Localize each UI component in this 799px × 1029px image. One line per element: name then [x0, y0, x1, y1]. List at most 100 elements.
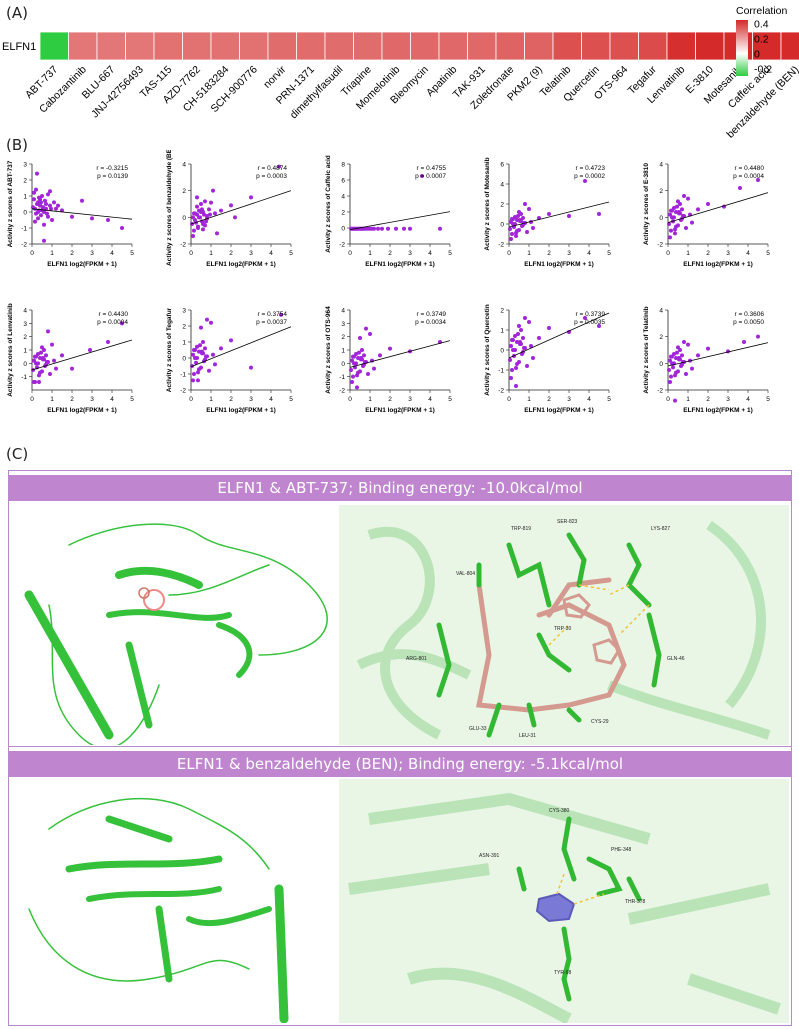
scatter-point: [378, 353, 382, 358]
scatter-point: [54, 206, 58, 211]
scatter-point: [668, 380, 672, 384]
residue-label: SER-823: [557, 519, 578, 525]
scatter-point: [669, 374, 673, 379]
scatter-point: [36, 216, 40, 221]
scatter-point: [90, 216, 94, 221]
scatter-point: [46, 329, 50, 334]
y-tick-label: 2: [500, 308, 504, 315]
scatter-point: [50, 218, 54, 222]
y-tick-label: -2: [180, 242, 186, 249]
scatter-point: [366, 372, 370, 376]
scatter-point: [249, 365, 253, 370]
r-value: r = 0.3754: [258, 311, 288, 318]
x-tick-label: 3: [726, 396, 730, 403]
scatter-point: [511, 222, 515, 226]
scatter-point: [527, 207, 531, 211]
legend-tick: 0.2: [754, 34, 769, 46]
heatmap-row-label: ELFN1: [2, 41, 36, 53]
scatter-point: [511, 348, 515, 352]
scatter-point: [202, 212, 206, 217]
heatmap-cell: [666, 31, 696, 61]
heatmap-cell: [239, 31, 269, 61]
x-axis-label: ELFN1 log2(FPKM + 1): [47, 261, 117, 268]
scatter-point: [192, 372, 196, 376]
scatter-point: [675, 204, 679, 209]
scatter-point: [680, 353, 684, 358]
scatter-point: [547, 326, 551, 330]
ligand-site-1: [138, 587, 165, 611]
x-tick-label: 3: [567, 396, 571, 403]
scatter-point: [198, 343, 202, 348]
scatter-point: [673, 231, 677, 236]
scatter-point: [41, 205, 45, 210]
y-tick-label: 6: [341, 178, 345, 185]
p-value: p = 0.0034: [415, 319, 446, 326]
y-tick-label: -2: [180, 388, 186, 395]
scatter-point: [508, 358, 512, 362]
scatter-point: [756, 178, 760, 182]
scatter-point: [681, 214, 685, 218]
scatter-point: [509, 344, 513, 348]
y-axis-label: Activity z scores of Quercetin: [484, 304, 491, 395]
x-tick-label: 4: [428, 250, 432, 257]
p-value: p = 0.0007: [415, 173, 446, 180]
scatter-point: [70, 366, 74, 371]
scatter-point: [516, 332, 520, 336]
r-value: r = 0.3739: [576, 311, 606, 318]
scatter-point: [518, 218, 522, 222]
y-tick-label: 2: [659, 334, 663, 341]
y-tick-label: -2: [339, 388, 345, 395]
p-value: p = 0.0003: [256, 173, 287, 180]
scatter-point: [368, 332, 372, 336]
x-tick-label: 1: [50, 396, 54, 403]
scatter-point: [120, 226, 124, 230]
scatter-point: [354, 352, 358, 356]
scatter-point: [351, 374, 355, 379]
x-tick-label: 5: [289, 250, 293, 257]
x-tick-label: 2: [388, 250, 392, 257]
scatter-point: [33, 219, 37, 224]
scatter-point: [50, 342, 54, 347]
scatter-point: [45, 211, 49, 216]
y-tick-label: 0: [341, 361, 345, 368]
x-tick-label: 0: [348, 396, 352, 403]
y-tick-label: -1: [180, 372, 186, 379]
scatter-point: [196, 224, 200, 229]
scatter-point: [438, 226, 442, 231]
y-axis-label: Activity z scores of Caffeic acid: [325, 155, 332, 253]
scatter-point: [676, 345, 680, 350]
heatmap-cell: [324, 31, 354, 61]
scatter-point: [675, 350, 679, 355]
scatter-point: [249, 195, 253, 200]
scatter-point: [408, 226, 412, 231]
x-tick-label: 1: [527, 396, 531, 403]
x-tick-label: 4: [110, 250, 114, 257]
y-tick-label: 0: [659, 215, 663, 222]
p-value: p = 0.0004: [733, 173, 764, 180]
scatter-point: [677, 356, 681, 360]
residue-labels-1: TRP-819 SER-823 LYS-827 VAL-804 TRP-30 A…: [406, 519, 685, 739]
scatter-point: [669, 354, 673, 359]
y-tick-label: 1: [23, 194, 27, 201]
heatmap-cell: [96, 31, 126, 61]
x-tick-label: 0: [666, 250, 670, 257]
heatmap-cell: [524, 31, 554, 61]
y-tick-label: 0: [341, 226, 345, 233]
scatter-point: [197, 215, 201, 220]
scatter-point: [696, 353, 700, 358]
scatter-point: [670, 361, 674, 366]
y-tick-label: 3: [182, 308, 186, 315]
y-axis-label: Activity z scores of ABT-737: [7, 160, 14, 247]
scatter-point: [380, 226, 384, 231]
scatter-point: [510, 368, 514, 372]
scatter-point: [523, 202, 527, 206]
heatmap-cell: [68, 31, 98, 61]
heatmap-cell: [267, 31, 297, 61]
y-tick-label: 2: [182, 324, 186, 331]
x-tick-label: 3: [408, 250, 412, 257]
scatter-point: [204, 354, 208, 359]
scatter-point: [229, 338, 233, 343]
scatter-point: [38, 203, 42, 208]
x-tick-label: 2: [70, 250, 74, 257]
